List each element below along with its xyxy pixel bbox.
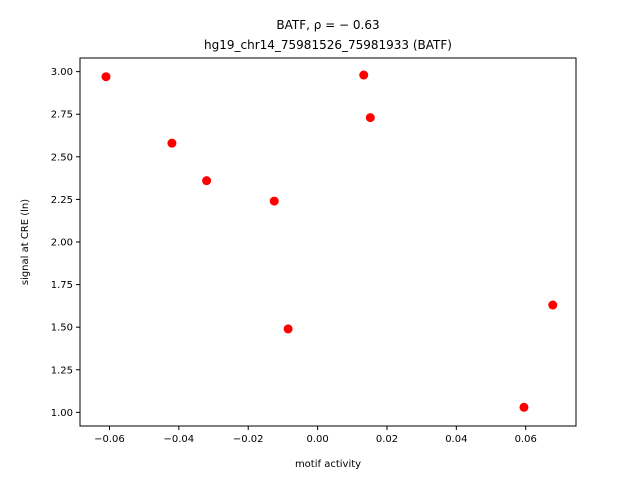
y-axis-label: signal at CRE (ln) [20, 199, 31, 285]
data-point [519, 402, 529, 412]
y-tick-label: 1.75 [51, 280, 73, 291]
x-tick-label: 0.06 [515, 434, 537, 445]
y-tick-label: 3.00 [51, 67, 73, 78]
y-tick-label: 1.00 [51, 408, 73, 419]
data-points [101, 70, 558, 412]
x-tick-label: 0.04 [445, 434, 467, 445]
y-tick-label: 2.50 [51, 152, 73, 163]
y-tick-label: 2.00 [51, 238, 73, 249]
data-point [202, 176, 212, 186]
data-point [101, 72, 111, 82]
plot-frame [79, 57, 577, 427]
data-point [548, 300, 558, 310]
x-axis-ticks: −0.06 −0.04 −0.02 0.00 0.02 0.04 0.06 [94, 426, 537, 445]
x-tick-label: 0.02 [376, 434, 398, 445]
data-point [167, 138, 177, 148]
data-point [365, 113, 375, 123]
y-tick-label: 1.25 [51, 365, 73, 376]
y-tick-label: 2.25 [51, 195, 73, 206]
data-point [269, 196, 279, 206]
x-axis-label: motif activity [295, 459, 361, 470]
data-point [283, 324, 293, 334]
x-tick-label: 0.00 [306, 434, 328, 445]
chart-title-line2: hg19_chr14_75981526_75981933 (BATF) [204, 38, 452, 52]
x-tick-label: −0.04 [164, 434, 195, 445]
y-tick-label: 2.75 [51, 110, 73, 121]
x-tick-label: −0.06 [94, 434, 125, 445]
data-point [359, 70, 369, 80]
y-axis-ticks: 1.00 1.25 1.50 1.75 2.00 2.25 2.50 2.75 3.00 [51, 67, 80, 419]
y-tick-label: 1.50 [51, 323, 73, 334]
chart-title-line1: BATF, ρ = − 0.63 [276, 18, 379, 32]
x-tick-label: −0.02 [233, 434, 264, 445]
